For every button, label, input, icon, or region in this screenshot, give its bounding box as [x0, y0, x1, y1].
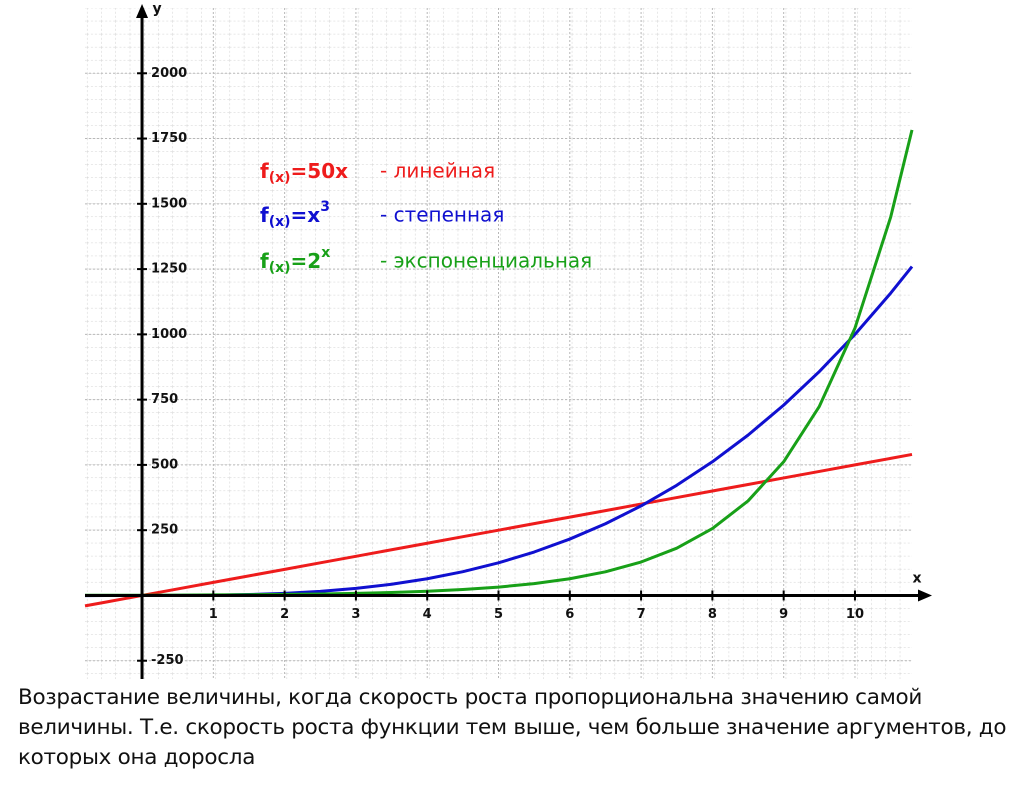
- formula-rest: =50x: [291, 159, 349, 183]
- y-tick-label: -250: [151, 653, 184, 668]
- x-tick-label: 8: [708, 607, 717, 622]
- formula-base: f: [260, 203, 269, 227]
- y-tick-label: 250: [151, 523, 178, 538]
- legend-label: - экспоненциальная: [380, 249, 592, 273]
- legend-label: - линейная: [380, 159, 495, 183]
- formula-sup: 3: [320, 199, 330, 215]
- x-axis-label: x: [912, 570, 921, 586]
- formula-base: f: [260, 249, 269, 273]
- y-tick-label: 500: [151, 457, 178, 472]
- x-tick-label: 10: [846, 607, 864, 622]
- formula-rest: =2: [291, 249, 322, 273]
- formula-rest: =x: [291, 203, 321, 227]
- formula-sup: x: [321, 245, 330, 261]
- formula-sub: (x): [269, 260, 291, 276]
- y-axis-arrow: [136, 4, 149, 18]
- y-tick-label: 1750: [151, 131, 187, 146]
- x-tick-label: 6: [565, 607, 574, 622]
- series-line: [84, 452, 913, 608]
- x-axis-arrow: [918, 589, 932, 602]
- axes: 1 2 3 4 5 6 7 8 9 10 -250 250 500 750 1000 1250 1500 1750…: [85, 1, 932, 679]
- legend-label: - степенная: [380, 203, 504, 227]
- x-tick-label: 1: [209, 607, 218, 622]
- formula-base: f: [260, 159, 269, 183]
- x-tick-label: 4: [423, 607, 432, 622]
- x-tick-label: 2: [280, 607, 289, 622]
- caption: Возрастание величины, когда скорость рос…: [18, 685, 1007, 770]
- x-tick-label: 7: [637, 607, 646, 622]
- legend-formula: f(x)=2x: [260, 245, 330, 276]
- legend-formula: f(x)=50x: [260, 159, 348, 187]
- formula-sub: (x): [269, 214, 291, 230]
- y-tick-label: 750: [151, 392, 178, 407]
- y-axis-label: y: [152, 1, 161, 17]
- x-tick-label: 5: [494, 607, 503, 622]
- y-tick-label: 1500: [151, 196, 187, 211]
- y-tick-label: 1000: [151, 327, 187, 342]
- legend-formula: f(x)=x3: [260, 199, 330, 230]
- formula-sub: (x): [269, 170, 291, 186]
- minor-grid: [85, 8, 912, 679]
- y-tick-label: 2000: [151, 66, 187, 81]
- y-tick-label: 1250: [151, 262, 187, 277]
- x-tick-label: 3: [351, 607, 360, 622]
- chart: 1 2 3 4 5 6 7 8 9 10 -250 250 500 750 1000 1250 1500 1750…: [84, 1, 932, 679]
- x-tick-label: 9: [779, 607, 788, 622]
